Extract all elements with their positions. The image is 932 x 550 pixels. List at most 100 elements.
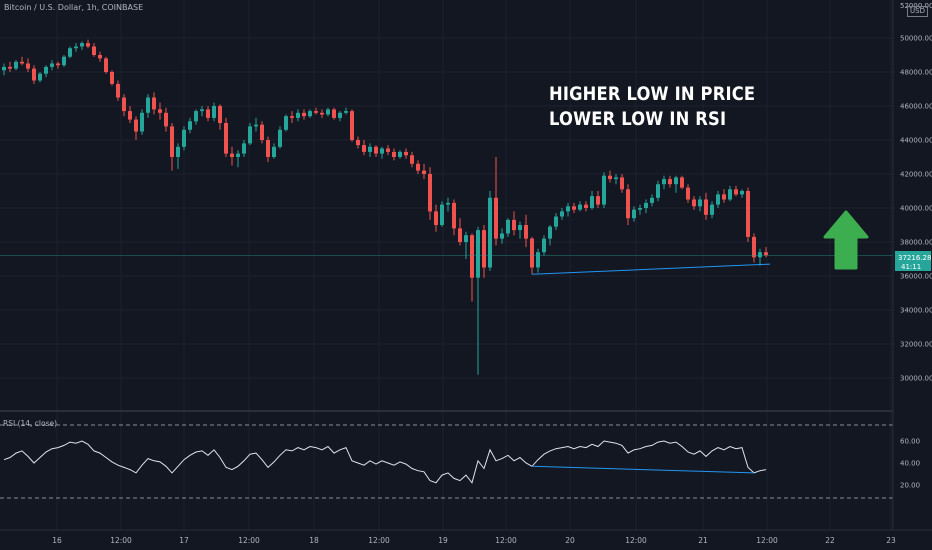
candle [206, 106, 210, 122]
candle [752, 233, 756, 263]
candle [116, 80, 120, 101]
candle [476, 226, 480, 375]
price-tick: 34000.00 [900, 307, 932, 315]
candle [710, 201, 714, 219]
candle [20, 56, 24, 66]
candle [500, 228, 504, 244]
candle [272, 143, 276, 159]
price-tick: 48000.00 [900, 69, 932, 77]
candle [344, 107, 348, 115]
candle [728, 185, 732, 202]
candle [386, 145, 390, 156]
candle [506, 218, 510, 237]
candle [404, 148, 408, 159]
candle [200, 106, 204, 117]
candle [602, 172, 606, 208]
candle [662, 175, 666, 190]
candle [26, 58, 30, 72]
candle [416, 160, 420, 174]
time-tick: 21 [698, 536, 708, 545]
candle [746, 187, 750, 242]
price-tick: 30000.00 [900, 375, 932, 383]
annotation-line-1: HIGHER LOW IN PRICE [549, 83, 756, 105]
candle [716, 191, 720, 208]
candle [284, 114, 288, 132]
candle [446, 197, 450, 212]
candle [38, 72, 42, 83]
symbol-title[interactable]: Bitcoin / U.S. Dollar, 1h, COINBASE [4, 3, 144, 12]
candle [314, 107, 318, 115]
candle [68, 46, 72, 59]
candle [452, 199, 456, 236]
time-tick: 12:00 [368, 536, 390, 545]
price-trendline [531, 263, 771, 275]
candle [536, 248, 540, 273]
candle-countdown: 41:11 [901, 263, 921, 271]
candle [266, 136, 270, 163]
candle [686, 184, 690, 203]
candle [548, 225, 552, 246]
candle [242, 140, 246, 157]
candle [254, 117, 258, 132]
candle [260, 121, 264, 144]
candle [482, 225, 486, 278]
candle [434, 204, 438, 232]
candle [596, 191, 600, 208]
time-tick: 16 [52, 536, 62, 545]
candle [440, 201, 444, 227]
candle [296, 109, 300, 122]
candle [608, 170, 612, 183]
rsi-axis[interactable]: 60.00 40.00 20.00 [900, 438, 920, 490]
time-tick: 12:00 [238, 536, 260, 545]
candle [620, 174, 624, 193]
currency-label[interactable]: USD [907, 6, 928, 17]
price-tick: 36000.00 [900, 273, 932, 281]
candle [680, 175, 684, 190]
candle [194, 109, 198, 125]
time-tick: 12:00 [756, 536, 778, 545]
time-tick: 19 [438, 536, 448, 545]
candle [638, 204, 642, 215]
candle [368, 143, 372, 157]
candle [518, 221, 522, 239]
time-tick: 23 [886, 536, 896, 545]
candle [734, 185, 738, 197]
candle [494, 157, 498, 246]
candle [128, 106, 132, 123]
candle [236, 150, 240, 168]
candle [74, 43, 78, 52]
candle [566, 202, 570, 217]
green-up-arrow-icon [823, 210, 869, 270]
candle [248, 123, 252, 146]
candle [164, 107, 168, 132]
price-axis[interactable]: 50000.00 48000.00 46000.00 44000.00 42000.00… [900, 35, 932, 383]
rsi-tick: 60.00 [900, 438, 920, 446]
candle [56, 61, 60, 69]
candle [644, 199, 648, 214]
candle [722, 189, 726, 203]
candle [104, 56, 108, 74]
candle [170, 123, 174, 171]
price-tick: 50000.00 [900, 35, 932, 43]
candle [188, 117, 192, 134]
candle [584, 201, 588, 212]
candle [488, 191, 492, 271]
candle [632, 206, 636, 222]
rsi-trendline [531, 465, 755, 474]
rsi-line [3, 440, 767, 484]
candle [140, 109, 144, 135]
candle [380, 146, 384, 159]
annotation-line-2: LOWER LOW IN RSI [549, 108, 727, 130]
time-axis[interactable]: 16 12:00 17 12:00 18 12:00 19 12:00 20 12:00 21 12:… [52, 536, 896, 545]
candle [62, 55, 66, 67]
candle [332, 107, 336, 120]
candle [218, 104, 222, 130]
time-tick: 12:00 [110, 536, 132, 545]
candle [80, 41, 84, 50]
price-tick: 40000.00 [900, 205, 932, 213]
candle [182, 126, 186, 151]
candle [704, 192, 708, 220]
rsi-indicator-label[interactable]: RSI (14, close) [3, 419, 58, 428]
candle [464, 231, 468, 259]
